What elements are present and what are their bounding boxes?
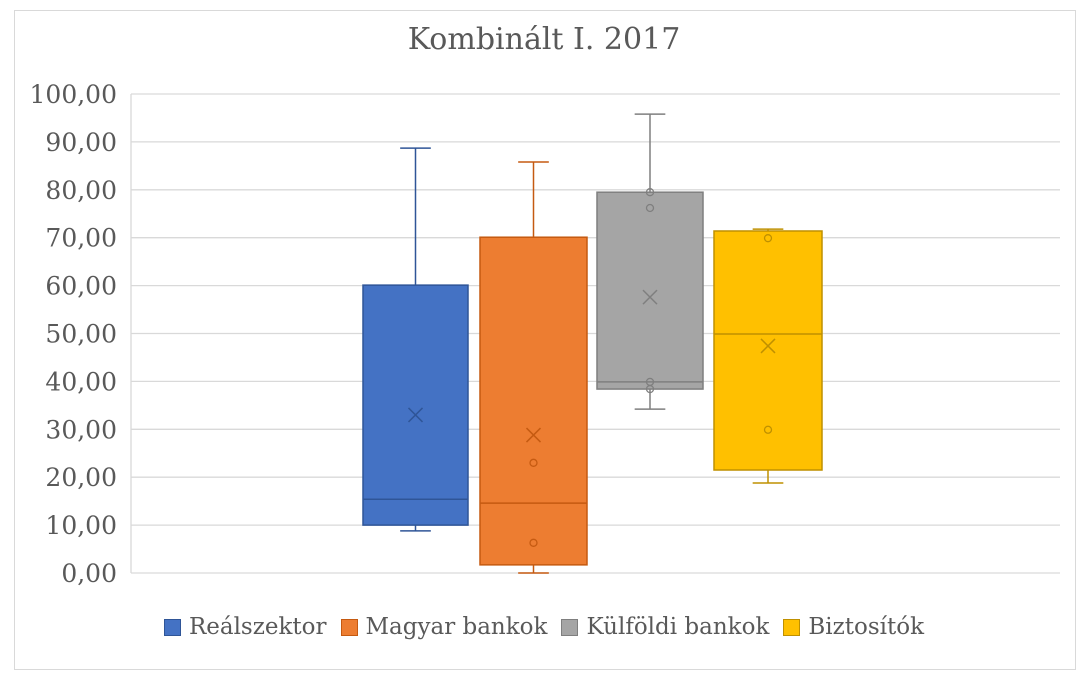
y-tick-label: 10,00 [45,511,117,540]
y-tick-label: 20,00 [45,463,117,492]
data-point [763,425,773,434]
box-1 [479,236,588,566]
chart-title: Kombinált I. 2017 [407,22,681,57]
chart-frame [14,10,1076,670]
y-tick-label: 60,00 [45,272,117,301]
data-point [763,234,773,243]
data-point [645,384,655,394]
legend-swatch-icon [561,618,579,636]
y-tick-label: 0,00 [61,559,117,588]
mean-marker-icon [407,407,424,423]
y-tick-label: 70,00 [45,224,117,253]
mean-marker-icon [525,427,542,443]
legend-label: Reálszektor [188,614,327,640]
y-tick-label: 30,00 [45,415,117,444]
data-point [645,188,655,197]
legend-label: Biztosítók [808,614,925,640]
mean-marker-icon [760,338,776,354]
y-tick-label: 90,00 [45,128,117,157]
box-0 [362,284,469,526]
data-point [645,203,655,213]
mean-marker-icon [642,289,658,305]
y-tick-label: 100,00 [30,80,117,109]
box-3 [713,230,823,471]
legend-swatch-icon [783,618,801,636]
y-tick-label: 80,00 [45,176,117,205]
box-2 [596,191,704,390]
legend-label: Külföldi bankok [586,614,770,640]
y-tick-label: 40,00 [45,367,117,396]
legend-swatch-icon [340,618,358,636]
y-tick-label: 50,00 [45,320,117,349]
legend-label: Magyar bankok [365,614,548,640]
legend-item: Reálszektor [163,614,327,640]
legend: Reálszektor Magyar bankok Külföldi bankok B… [0,614,1088,640]
legend-item: Biztosítók [783,614,924,640]
legend-item: Magyar bankok [340,614,548,640]
data-point [529,538,538,547]
legend-item: Külföldi bankok [561,614,769,640]
data-point [529,458,538,467]
legend-swatch-icon [163,618,181,636]
